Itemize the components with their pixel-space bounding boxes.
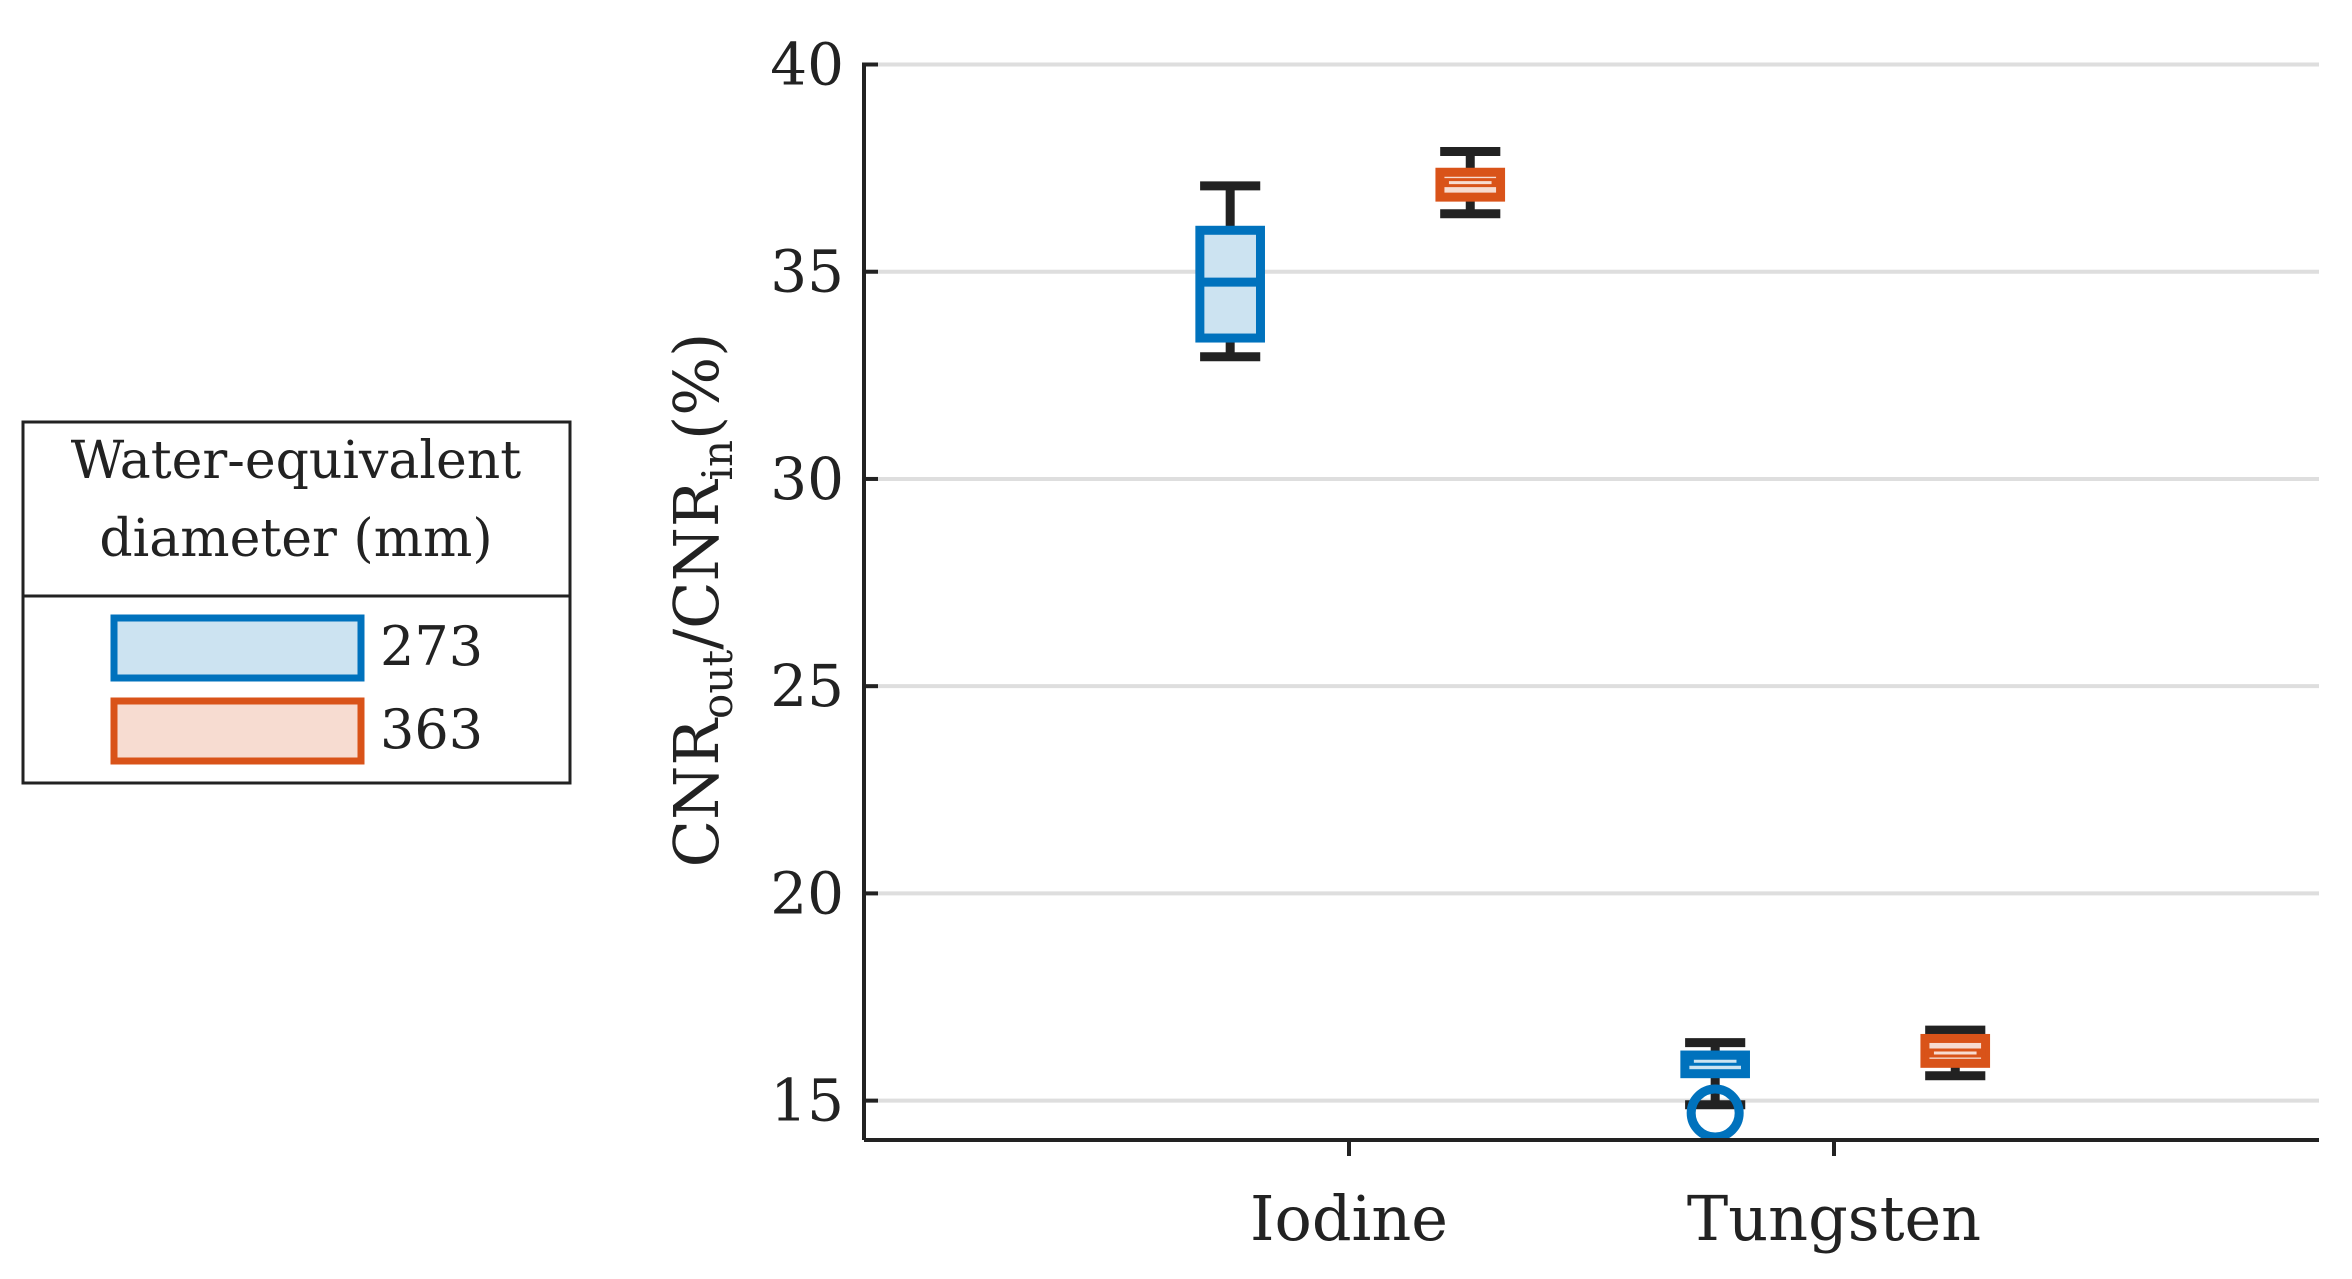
ylabel-unit: (%) [660, 333, 733, 440]
box-plots [1195, 147, 1991, 1142]
box-273-tungsten [1680, 1038, 1750, 1142]
ylabel-sub-in: in [693, 440, 742, 480]
outlier-point [1686, 1084, 1744, 1142]
y-tick-label-25: 25 [770, 652, 844, 720]
legend-swatch-363 [110, 697, 365, 765]
y-tick-label-30: 30 [770, 445, 844, 513]
axes: 15 20 25 30 35 40 Iodine Tungsten [770, 31, 2319, 1255]
legend-swatch-273 [110, 614, 365, 682]
y-tick-label-20: 20 [770, 859, 844, 927]
legend-title-line1: Water-equivalent [71, 431, 521, 491]
ylabel-sub-out: out [693, 650, 742, 719]
legend-title-line2: diameter (mm) [99, 509, 492, 569]
box-363-iodine [1435, 147, 1506, 219]
x-tick-label-tungsten: Tungsten [1687, 1182, 1981, 1255]
x-tick-label-iodine: Iodine [1250, 1182, 1448, 1255]
y-axis-label: CNRout/CNRin(%) [660, 333, 742, 868]
box-273-iodine [1195, 181, 1265, 362]
legend-label-273: 273 [380, 615, 483, 678]
ylabel-main: CNR [660, 717, 733, 868]
box-363-tungsten [1920, 1025, 1991, 1081]
y-tick-label-35: 35 [770, 238, 844, 306]
ylabel-main2: CNR [660, 478, 733, 629]
y-tick-label-15: 15 [770, 1067, 844, 1135]
legend: Water-equivalent diameter (mm) 273 363 [21, 420, 572, 785]
ylabel-sep: / [660, 629, 733, 650]
y-tick-label-40: 40 [770, 31, 844, 99]
legend-label-363: 363 [380, 698, 483, 761]
gridlines [864, 62, 2319, 1103]
